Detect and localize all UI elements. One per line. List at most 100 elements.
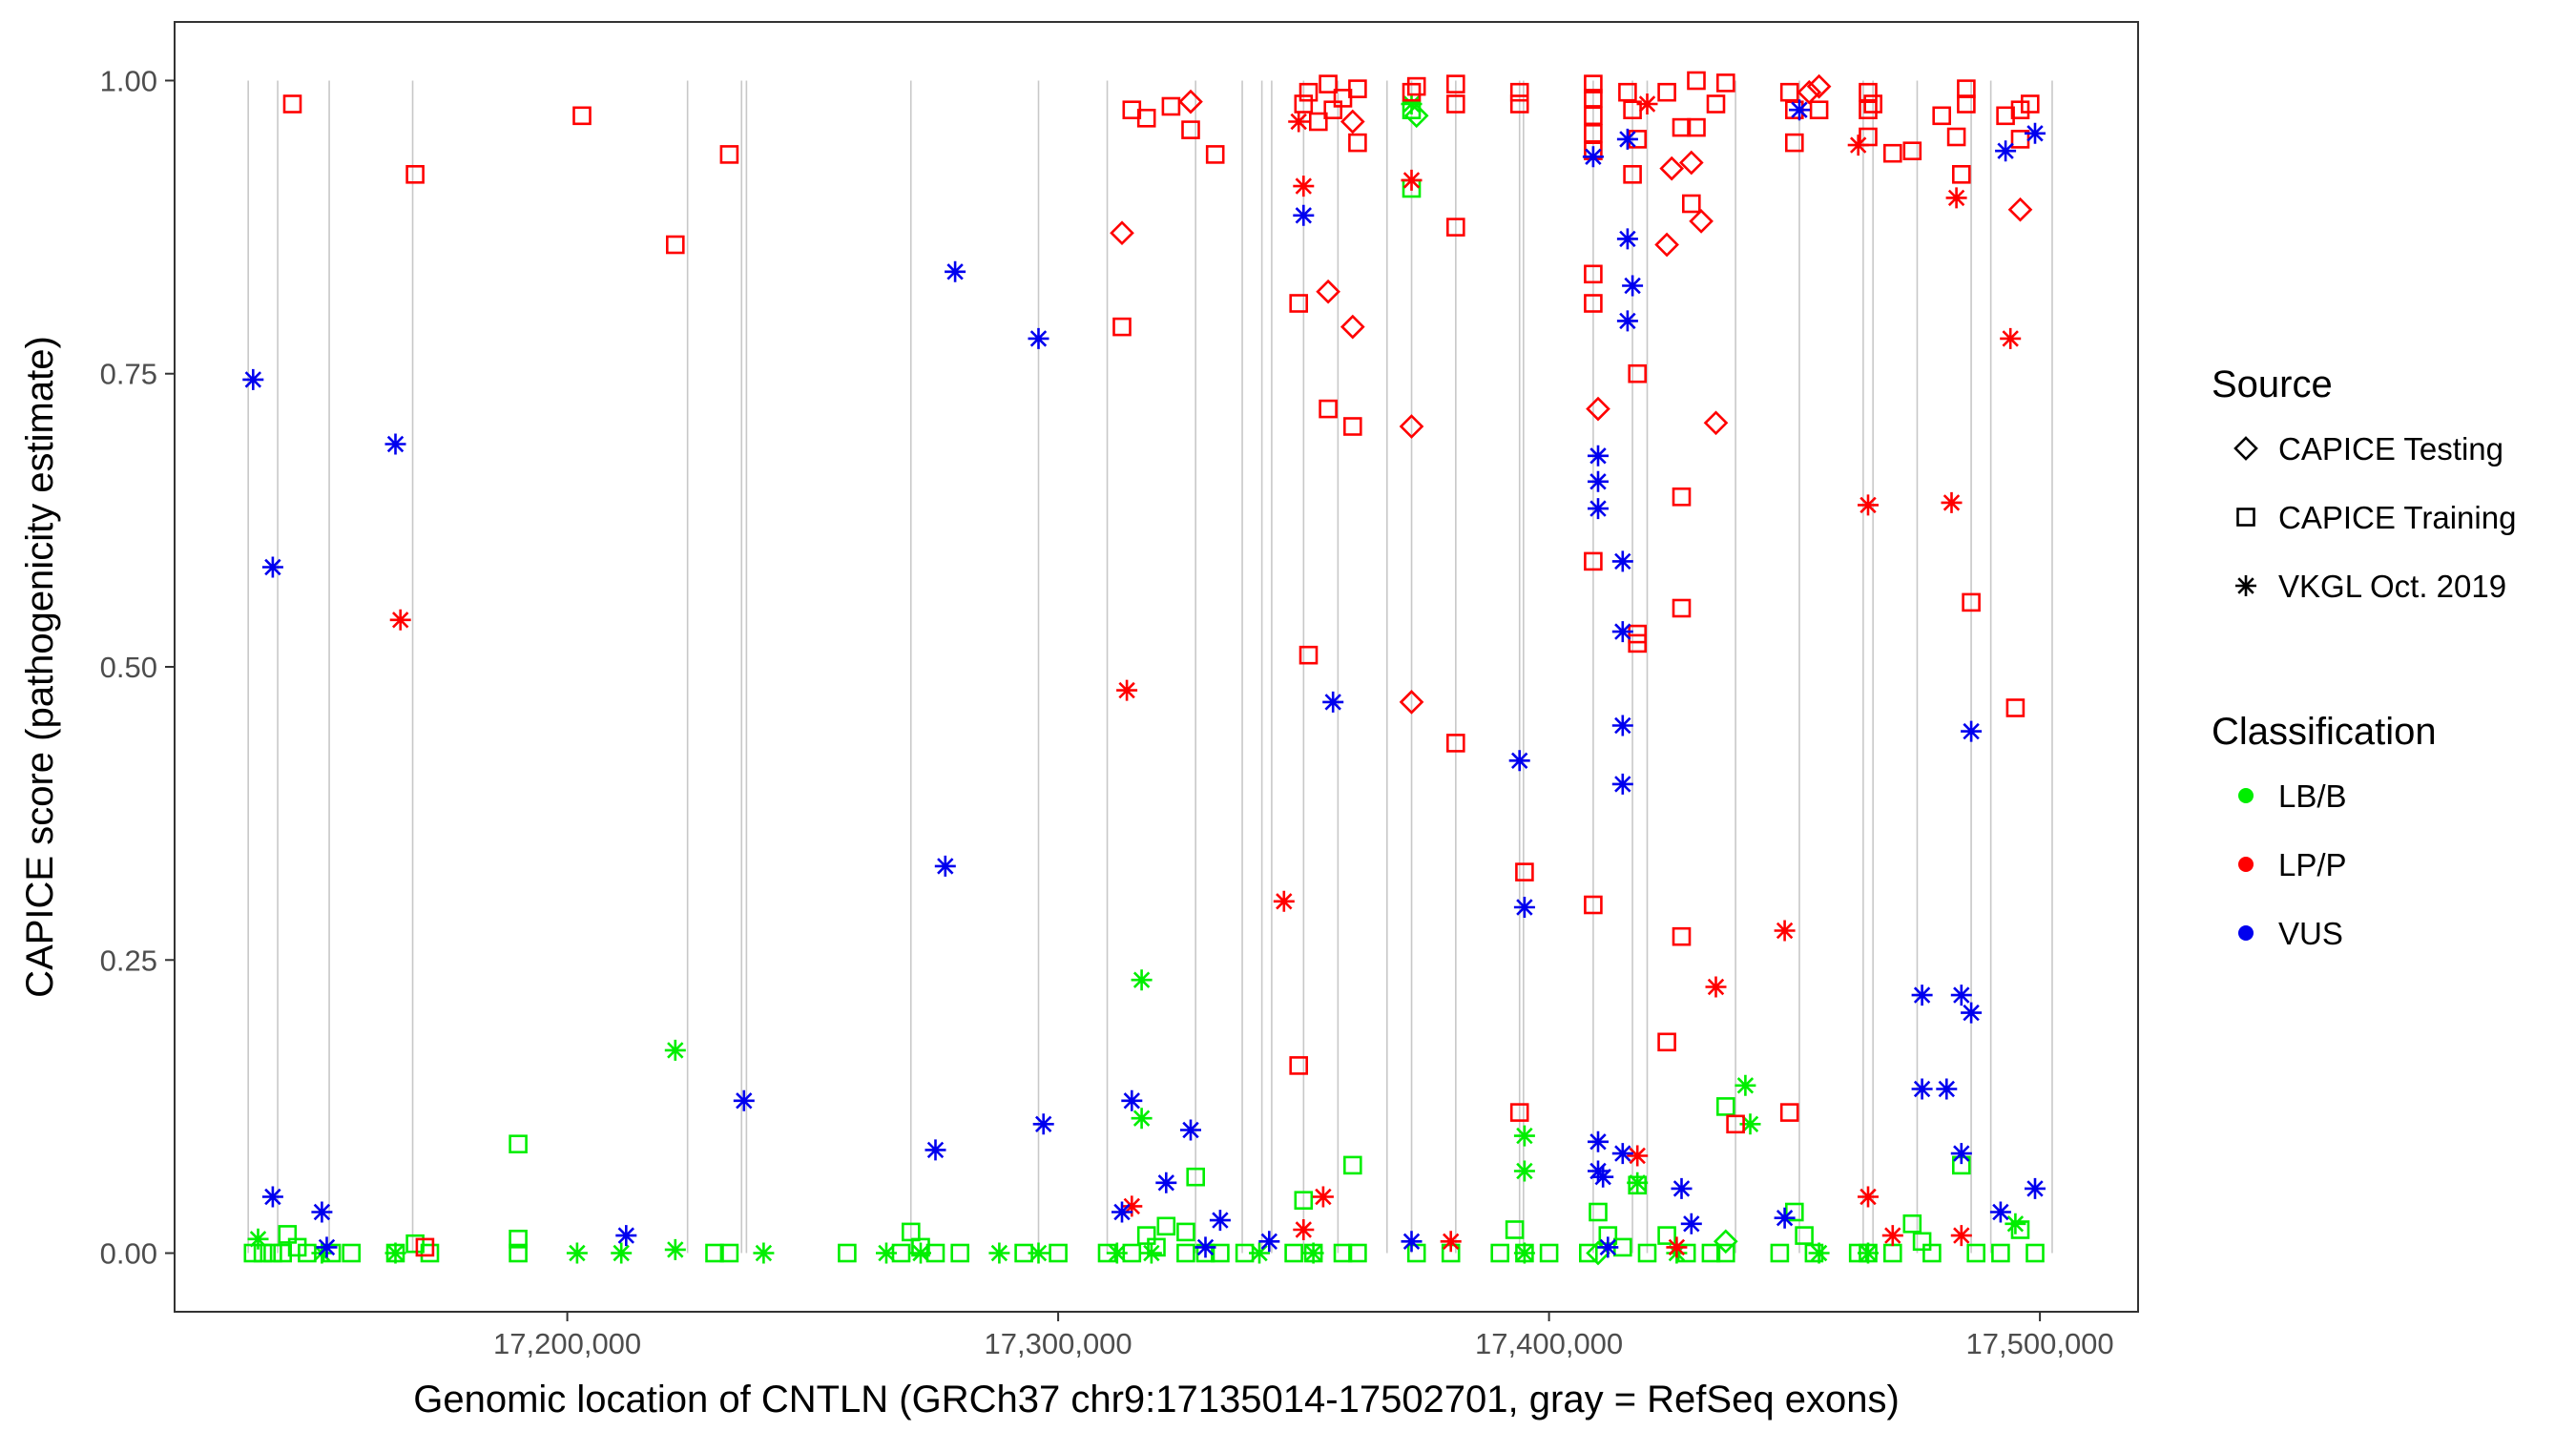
data-points <box>242 71 2046 1266</box>
data-point <box>838 1243 857 1263</box>
square-marker <box>342 1243 362 1263</box>
data-point <box>1509 82 1529 102</box>
square-marker <box>1490 1243 1509 1263</box>
square-marker <box>572 106 592 126</box>
panel-background <box>175 22 2138 1312</box>
square-marker <box>1589 1202 1608 1222</box>
square-marker <box>1618 82 1637 102</box>
y-tick-label: 0.75 <box>100 358 157 391</box>
data-point <box>705 1243 724 1263</box>
data-point <box>1111 1201 1132 1223</box>
data-point <box>242 368 264 390</box>
data-point <box>1116 679 1138 701</box>
data-point <box>2010 100 2030 119</box>
data-point <box>1539 1243 1559 1263</box>
data-point <box>1922 1243 1942 1263</box>
asterisk-marker <box>1808 1242 1830 1264</box>
square-marker <box>1505 1220 1525 1239</box>
data-point <box>1136 1226 1156 1245</box>
diamond-marker <box>1586 396 1610 422</box>
y-axis: 0.00 0.25 0.50 0.75 1.00 <box>100 64 175 1271</box>
data-point <box>1294 94 1314 114</box>
data-point <box>1611 773 1633 795</box>
asterisk-marker <box>1858 1242 1879 1264</box>
square-marker <box>1333 1243 1353 1263</box>
data-point <box>1672 117 1692 137</box>
square-marker <box>1579 1243 1598 1263</box>
data-point <box>1584 551 1603 571</box>
asterisk-marker <box>1911 1078 1933 1100</box>
square-marker <box>1637 1243 1657 1263</box>
square-marker <box>1446 94 1465 114</box>
diamond-marker <box>1340 314 1365 340</box>
square-marker <box>1294 1191 1314 1210</box>
asterisk-marker <box>1881 1225 1903 1247</box>
legend-classification-title: Classification <box>2212 711 2437 753</box>
asterisk-marker <box>1293 1219 1315 1240</box>
data-point <box>1680 1213 1702 1234</box>
data-point <box>1858 1242 1879 1264</box>
square-marker <box>1446 74 1465 93</box>
asterisk-marker <box>1950 985 1972 1006</box>
asterisk-marker <box>1513 1242 1535 1264</box>
data-point <box>1611 1143 1633 1165</box>
data-point <box>1687 71 1706 91</box>
square-marker <box>1952 165 1971 184</box>
square-marker <box>1323 100 1342 119</box>
diamond-marker <box>1806 73 1832 99</box>
asterisk-marker <box>1950 1225 1972 1247</box>
data-point <box>405 165 425 184</box>
data-point <box>1687 117 1706 137</box>
data-point <box>1340 314 1365 340</box>
data-point <box>509 1134 528 1153</box>
data-point <box>1401 1231 1423 1253</box>
data-point <box>1319 399 1338 419</box>
asterisk-marker <box>2025 122 2046 144</box>
data-point <box>1028 327 1049 349</box>
data-point <box>719 1243 739 1263</box>
data-point <box>1657 82 1676 102</box>
square-marker <box>950 1243 970 1263</box>
data-point <box>1713 1229 1738 1255</box>
data-point <box>2021 94 2040 114</box>
asterisk-marker <box>615 1225 637 1247</box>
data-point <box>664 1238 686 1260</box>
y-axis-title: CAPICE score (pathogenicity estimate) <box>19 336 61 998</box>
data-point <box>988 1242 1010 1264</box>
x-axis: 17,200,000 17,300,000 17,400,000 17,500,000 <box>493 1312 2114 1360</box>
data-point <box>1858 1186 1879 1208</box>
data-point <box>1911 985 1933 1006</box>
data-point <box>1131 969 1153 991</box>
asterisk-marker <box>311 1201 333 1223</box>
square-marker <box>282 94 302 114</box>
y-tick-label: 1.00 <box>100 64 157 97</box>
data-point <box>1588 470 1609 492</box>
data-point <box>1401 169 1423 191</box>
square-marker <box>1795 1226 1814 1245</box>
square-marker <box>1584 294 1603 313</box>
diamond-marker <box>1340 109 1365 135</box>
data-point <box>1298 82 1319 102</box>
data-point <box>1298 645 1319 665</box>
square-marker <box>1298 82 1319 102</box>
square-marker <box>1770 1243 1790 1263</box>
square-marker <box>2236 508 2255 527</box>
square-icon <box>2236 508 2255 527</box>
square-marker <box>1716 1243 1735 1263</box>
data-point <box>1323 100 1342 119</box>
data-point <box>664 1039 686 1061</box>
data-point <box>2000 327 2022 349</box>
asterisk-marker <box>1513 1160 1535 1182</box>
asterisk-marker <box>1032 1113 1054 1135</box>
square-marker <box>1049 1243 1068 1263</box>
asterisk-marker <box>1195 1236 1216 1258</box>
square-marker <box>719 1243 739 1263</box>
asterisk-marker <box>1293 176 1315 197</box>
asterisk-marker <box>1131 1108 1153 1130</box>
asterisk-marker <box>664 1238 686 1260</box>
square-marker <box>1289 1056 1308 1075</box>
data-point <box>1678 150 1704 176</box>
asterisk-marker <box>988 1242 1010 1264</box>
asterisk-marker <box>1961 720 1983 742</box>
square-marker <box>1584 106 1603 126</box>
